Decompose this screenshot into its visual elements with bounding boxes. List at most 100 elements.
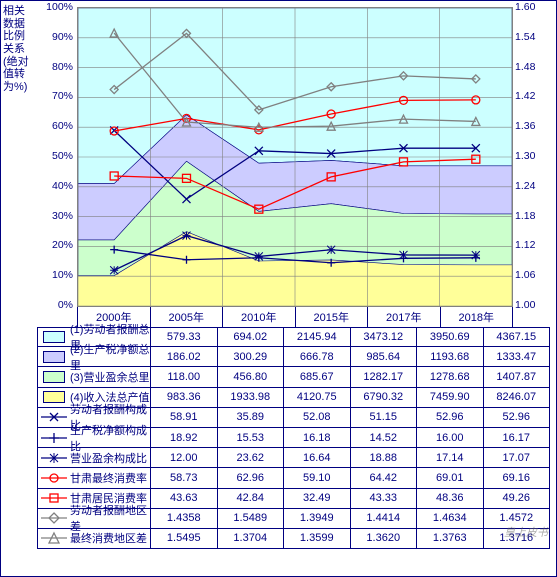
legend-marker-icon (40, 431, 68, 445)
data-table: (1)劳动者报酬总里579.33694.022145.943473.123950… (37, 327, 550, 572)
right-tick: 1.60 (515, 1, 535, 13)
right-tick: 1.24 (515, 180, 535, 192)
left-tick: 70% (52, 90, 73, 102)
data-cell: 69.01 (417, 468, 484, 488)
data-cell: 1.3599 (284, 529, 351, 549)
left-tick: 100% (46, 1, 73, 13)
plot-area (77, 7, 513, 307)
right-tick: 1.48 (515, 61, 535, 73)
data-cell: 4120.75 (284, 388, 351, 408)
data-cell: 685.67 (284, 367, 351, 387)
data-cell: 300.29 (218, 347, 285, 367)
left-tick: 80% (52, 61, 73, 73)
data-cell: 49.26 (484, 489, 551, 509)
data-cell: 43.33 (351, 489, 418, 509)
data-cell: 59.10 (284, 468, 351, 488)
data-cell: 16.64 (284, 448, 351, 468)
right-tick: 1.54 (515, 31, 535, 43)
row-label: 甘肃最终消费率 (37, 468, 151, 488)
x-category: 2015年 (296, 307, 369, 327)
right-tick: 1.12 (515, 239, 535, 251)
row-label: (3)营业盈余总里 (37, 367, 151, 387)
left-tick: 90% (52, 31, 73, 43)
data-cell: 64.42 (351, 468, 418, 488)
data-cell: 1933.98 (218, 388, 285, 408)
data-cell: 16.17 (484, 428, 551, 448)
legend-marker-icon (40, 350, 68, 364)
data-cell: 58.91 (151, 408, 218, 428)
data-cell: 1.3704 (218, 529, 285, 549)
x-category: 2018年 (441, 307, 514, 327)
data-cell: 1.5495 (151, 529, 218, 549)
right-tick: 1.30 (515, 150, 535, 162)
table-row: (2)生产税净额总里186.02300.29666.78985.641193.6… (37, 347, 550, 367)
row-label-text: 最终消费地区差 (70, 530, 147, 546)
data-cell: 1.4358 (151, 509, 218, 529)
data-cell: 985.64 (351, 347, 418, 367)
data-cell: 52.96 (417, 408, 484, 428)
x-category: 2010年 (223, 307, 296, 327)
data-cell: 48.36 (417, 489, 484, 509)
data-cell: 1282.17 (351, 367, 418, 387)
data-cell: 43.63 (151, 489, 218, 509)
legend-marker-icon (40, 511, 68, 525)
data-cell: 52.96 (484, 408, 551, 428)
data-cell: 52.08 (284, 408, 351, 428)
table-row: 生产税净额构成比18.9215.5316.1814.5216.0016.17 (37, 428, 550, 448)
data-cell: 12.00 (151, 448, 218, 468)
legend-marker-icon (40, 491, 68, 505)
left-tick: 60% (52, 120, 73, 132)
data-cell: 1278.68 (417, 367, 484, 387)
data-cell: 3473.12 (351, 327, 418, 347)
x-category: 2017年 (368, 307, 441, 327)
data-cell: 2145.94 (284, 327, 351, 347)
data-cell: 1193.68 (417, 347, 484, 367)
data-cell: 8246.07 (484, 388, 551, 408)
row-label-text: 营业盈余构成比 (70, 450, 147, 466)
data-cell: 35.89 (218, 408, 285, 428)
right-tick: 1.06 (515, 269, 535, 281)
data-cell: 1.3620 (351, 529, 418, 549)
left-tick: 20% (52, 239, 73, 251)
left-tick: 40% (52, 180, 73, 192)
data-cell: 456.80 (218, 367, 285, 387)
data-cell: 1.3763 (417, 529, 484, 549)
row-label: 生产税净额构成比 (37, 428, 151, 448)
data-cell: 1.5489 (218, 509, 285, 529)
watermark: 皇上皮书 (504, 524, 548, 540)
data-cell: 58.73 (151, 468, 218, 488)
legend-marker-icon (40, 471, 68, 485)
table-row: (3)营业盈余总里118.00456.80685.671282.171278.6… (37, 367, 550, 387)
data-cell: 1333.47 (484, 347, 551, 367)
data-cell: 32.49 (284, 489, 351, 509)
data-cell: 69.16 (484, 468, 551, 488)
data-cell: 18.92 (151, 428, 218, 448)
data-cell: 7459.90 (417, 388, 484, 408)
legend-marker-icon (40, 531, 68, 545)
row-label-text: 甘肃最终消费率 (70, 470, 147, 486)
data-cell: 118.00 (151, 367, 218, 387)
x-category: 2005年 (151, 307, 224, 327)
table-row: 劳动者报酬地区差1.43581.54891.39491.44141.46341.… (37, 509, 550, 529)
legend-marker-icon (40, 451, 68, 465)
data-cell: 14.52 (351, 428, 418, 448)
data-cell: 16.18 (284, 428, 351, 448)
left-tick: 10% (52, 269, 73, 281)
table-row: 营业盈余构成比12.0023.6216.6418.8817.1417.07 (37, 448, 550, 468)
data-cell: 16.00 (417, 428, 484, 448)
row-label: 劳动者报酬地区差 (37, 509, 151, 529)
y-axis-label: 相关数据比例关系(绝对值转为%) (3, 5, 33, 93)
legend-marker-icon (40, 370, 68, 384)
data-cell: 1.4414 (351, 509, 418, 529)
row-label: 最终消费地区差 (37, 529, 151, 549)
data-cell: 15.53 (218, 428, 285, 448)
legend-marker-icon (40, 390, 68, 404)
left-tick: 50% (52, 150, 73, 162)
data-cell: 62.96 (218, 468, 285, 488)
row-label: (2)生产税净额总里 (37, 347, 151, 367)
data-cell: 579.33 (151, 327, 218, 347)
legend-marker-icon (40, 330, 68, 344)
right-tick: 1.18 (515, 210, 535, 222)
data-cell: 1407.87 (484, 367, 551, 387)
data-cell: 4367.15 (484, 327, 551, 347)
